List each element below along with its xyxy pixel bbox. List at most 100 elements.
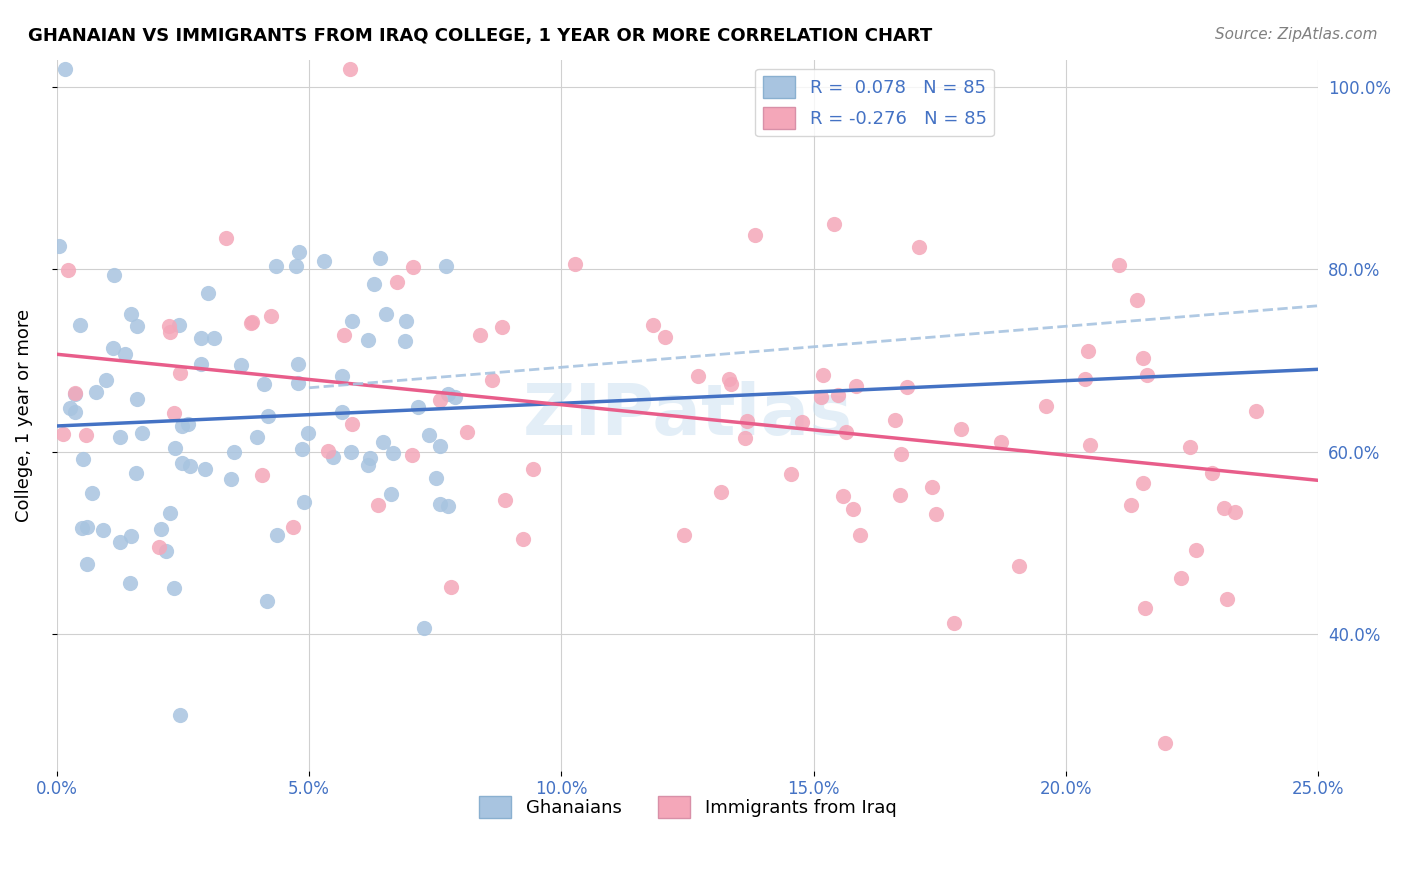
Y-axis label: College, 1 year or more: College, 1 year or more — [15, 309, 32, 522]
Point — [494, 493, 516, 508]
Point — [395, 314, 418, 328]
Point — [896, 380, 918, 394]
Point — [522, 461, 544, 475]
Point — [155, 544, 177, 558]
Point — [1119, 498, 1142, 512]
Point — [190, 357, 212, 371]
Point — [1074, 371, 1097, 385]
Point — [468, 328, 491, 343]
Point — [65, 385, 87, 400]
Point — [253, 376, 276, 391]
Point — [56, 263, 79, 277]
Point — [256, 594, 278, 608]
Point — [370, 251, 392, 265]
Point — [845, 379, 868, 393]
Point — [512, 532, 534, 546]
Point — [59, 401, 82, 416]
Point — [108, 430, 131, 444]
Point — [849, 528, 872, 542]
Point — [1078, 438, 1101, 452]
Point — [340, 417, 363, 431]
Point — [316, 443, 339, 458]
Text: GHANAIAN VS IMMIGRANTS FROM IRAQ COLLEGE, 1 YEAR OR MORE CORRELATION CHART: GHANAIAN VS IMMIGRANTS FROM IRAQ COLLEGE… — [28, 27, 932, 45]
Point — [406, 400, 429, 414]
Point — [735, 414, 758, 428]
Point — [1076, 343, 1098, 358]
Point — [1108, 258, 1130, 272]
Point — [1184, 543, 1206, 558]
Point — [385, 275, 408, 289]
Point — [163, 581, 186, 595]
Point — [780, 467, 803, 482]
Point — [240, 315, 263, 329]
Point — [202, 331, 225, 345]
Point — [76, 558, 98, 572]
Point — [835, 425, 858, 439]
Point — [120, 307, 142, 321]
Point — [197, 286, 219, 301]
Point — [718, 372, 741, 386]
Point — [813, 368, 835, 382]
Point — [169, 707, 191, 722]
Point — [190, 331, 212, 345]
Point — [744, 227, 766, 242]
Point — [1133, 601, 1156, 615]
Point — [69, 318, 91, 332]
Point — [1170, 571, 1192, 585]
Point — [284, 259, 307, 273]
Point — [340, 314, 363, 328]
Point — [908, 240, 931, 254]
Point — [832, 489, 855, 503]
Point — [101, 341, 124, 355]
Point — [330, 405, 353, 419]
Point — [260, 309, 283, 323]
Point — [281, 520, 304, 534]
Point — [1132, 351, 1154, 365]
Point — [491, 320, 513, 334]
Point — [177, 417, 200, 432]
Point — [163, 406, 186, 420]
Point — [1223, 506, 1246, 520]
Point — [224, 445, 246, 459]
Point — [883, 413, 905, 427]
Point — [1035, 399, 1057, 413]
Point — [118, 575, 141, 590]
Point — [172, 419, 194, 434]
Point — [292, 495, 315, 509]
Point — [889, 488, 911, 502]
Point — [925, 507, 948, 521]
Point — [429, 393, 451, 408]
Point — [1132, 475, 1154, 490]
Point — [179, 458, 201, 473]
Point — [921, 480, 943, 494]
Point — [481, 373, 503, 387]
Point — [363, 277, 385, 291]
Point — [314, 253, 336, 268]
Point — [65, 405, 87, 419]
Point — [734, 431, 756, 445]
Point — [159, 325, 181, 339]
Point — [1244, 403, 1267, 417]
Point — [266, 527, 288, 541]
Point — [125, 319, 148, 334]
Point — [76, 520, 98, 534]
Point — [1136, 368, 1159, 382]
Point — [402, 260, 425, 275]
Point — [1212, 501, 1234, 516]
Point — [157, 318, 180, 333]
Point — [412, 621, 434, 635]
Point — [193, 462, 215, 476]
Point — [150, 522, 173, 536]
Point — [444, 390, 467, 404]
Point — [418, 428, 440, 442]
Point — [84, 385, 107, 400]
Point — [1153, 736, 1175, 750]
Point — [654, 329, 676, 343]
Point — [159, 506, 181, 520]
Point — [72, 521, 94, 535]
Point — [72, 452, 94, 467]
Point — [172, 456, 194, 470]
Point — [371, 434, 394, 449]
Point — [437, 499, 460, 513]
Point — [257, 409, 280, 423]
